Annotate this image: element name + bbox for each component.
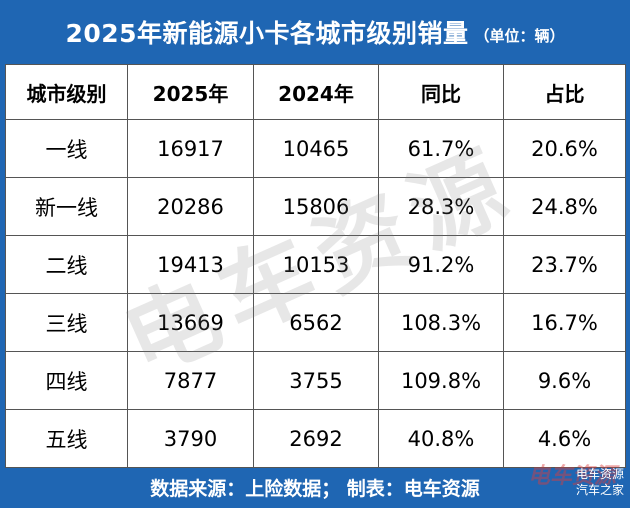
cell-sales-2025: 7877 (127, 351, 254, 410)
sales-table-container: 城市级别 2025年 2024年 同比 占比 一线 16917 10465 61… (5, 64, 626, 468)
cell-city-tier: 二线 (5, 235, 128, 294)
sales-table: 城市级别 2025年 2024年 同比 占比 一线 16917 10465 61… (5, 64, 626, 468)
cell-sales-2025: 19413 (127, 235, 254, 294)
column-header-2024: 2024年 (253, 64, 379, 120)
cell-yoy: 108.3% (378, 293, 504, 352)
table-row: 二线 19413 10153 91.2% 23.7% (5, 235, 626, 294)
corner-logo-line2: 汽车之家 (575, 483, 624, 497)
cell-share: 9.6% (503, 351, 626, 410)
cell-city-tier: 四线 (5, 351, 128, 410)
table-row: 四线 7877 3755 109.8% 9.6% (5, 351, 626, 410)
table-row: 新一线 20286 15806 28.3% 24.8% (5, 177, 626, 236)
cell-sales-2024: 10465 (253, 119, 379, 178)
cell-sales-2025: 20286 (127, 177, 254, 236)
corner-logo-line1: 电车资源 (575, 467, 624, 481)
cell-share: 24.8% (503, 177, 626, 236)
unit-note: （单位：辆） (474, 26, 565, 45)
cell-city-tier: 三线 (5, 293, 128, 352)
cell-share: 23.7% (503, 235, 626, 294)
table-header-row: 城市级别 2025年 2024年 同比 占比 (5, 64, 626, 120)
corner-ghost-logo: 电车资源 (528, 464, 617, 489)
cell-sales-2024: 10153 (253, 235, 379, 294)
cell-sales-2025: 13669 (127, 293, 254, 352)
cell-sales-2025: 3790 (127, 409, 254, 468)
column-header-city-tier: 城市级别 (5, 64, 128, 120)
corner-logo: 电车资源 汽车之家 (576, 466, 624, 498)
column-header-2025: 2025年 (127, 64, 254, 120)
footer-source: 数据来源：上险数据； 制表：电车资源 (0, 467, 630, 508)
column-header-yoy: 同比 (378, 64, 504, 120)
page-title: 2025年新能源小卡各城市级别销量 (65, 19, 469, 48)
cell-sales-2024: 15806 (253, 177, 379, 236)
cell-city-tier: 五线 (5, 409, 128, 468)
table-row: 一线 16917 10465 61.7% 20.6% (5, 119, 626, 178)
table-row: 五线 3790 2692 40.8% 4.6% (5, 409, 626, 468)
cell-sales-2024: 2692 (253, 409, 379, 468)
cell-city-tier: 新一线 (5, 177, 128, 236)
title-bar: 2025年新能源小卡各城市级别销量 （单位：辆） (0, 0, 630, 64)
column-header-share: 占比 (503, 64, 626, 120)
cell-sales-2025: 16917 (127, 119, 254, 178)
table-row: 三线 13669 6562 108.3% 16.7% (5, 293, 626, 352)
cell-yoy: 109.8% (378, 351, 504, 410)
cell-city-tier: 一线 (5, 119, 128, 178)
cell-yoy: 91.2% (378, 235, 504, 294)
cell-sales-2024: 3755 (253, 351, 379, 410)
cell-yoy: 61.7% (378, 119, 504, 178)
cell-yoy: 40.8% (378, 409, 504, 468)
cell-share: 20.6% (503, 119, 626, 178)
cell-share: 16.7% (503, 293, 626, 352)
cell-sales-2024: 6562 (253, 293, 379, 352)
source-note: 数据来源：上险数据； 制表：电车资源 (150, 478, 480, 500)
cell-yoy: 28.3% (378, 177, 504, 236)
cell-share: 4.6% (503, 409, 626, 468)
